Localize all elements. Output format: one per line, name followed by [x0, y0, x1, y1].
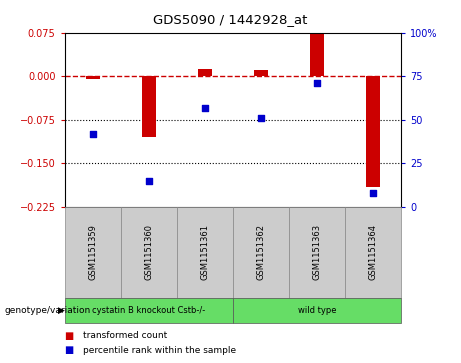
Text: GSM1151360: GSM1151360	[144, 224, 153, 280]
Point	[201, 105, 208, 110]
Text: GSM1151362: GSM1151362	[256, 224, 266, 280]
Point	[89, 131, 96, 136]
Point	[257, 115, 265, 121]
Bar	[65, 207, 121, 298]
Bar	[121, 207, 177, 298]
Text: percentile rank within the sample: percentile rank within the sample	[83, 346, 236, 355]
Bar	[289, 207, 345, 298]
Bar	[177, 207, 233, 298]
Point	[145, 178, 152, 184]
Bar	[345, 207, 401, 298]
Bar	[254, 70, 268, 76]
Text: GSM1151361: GSM1151361	[200, 224, 209, 280]
Point	[369, 190, 377, 196]
Bar	[310, 29, 324, 76]
Bar	[198, 69, 212, 76]
Bar	[233, 298, 401, 323]
Bar	[86, 76, 100, 79]
Text: GDS5090 / 1442928_at: GDS5090 / 1442928_at	[154, 13, 307, 26]
Text: ■: ■	[65, 345, 74, 355]
Text: genotype/variation: genotype/variation	[5, 306, 91, 315]
Text: GSM1151364: GSM1151364	[368, 224, 378, 280]
Text: ▶: ▶	[58, 306, 65, 315]
Text: GSM1151363: GSM1151363	[313, 224, 321, 280]
Bar	[366, 76, 380, 187]
Point	[313, 80, 321, 86]
Text: GSM1151359: GSM1151359	[88, 224, 97, 280]
Text: transformed count: transformed count	[83, 331, 167, 340]
Text: cystatin B knockout Cstb-/-: cystatin B knockout Cstb-/-	[92, 306, 205, 315]
Bar	[142, 76, 156, 137]
Bar	[65, 298, 233, 323]
Text: ■: ■	[65, 331, 74, 341]
Text: wild type: wild type	[298, 306, 336, 315]
Bar	[233, 207, 289, 298]
